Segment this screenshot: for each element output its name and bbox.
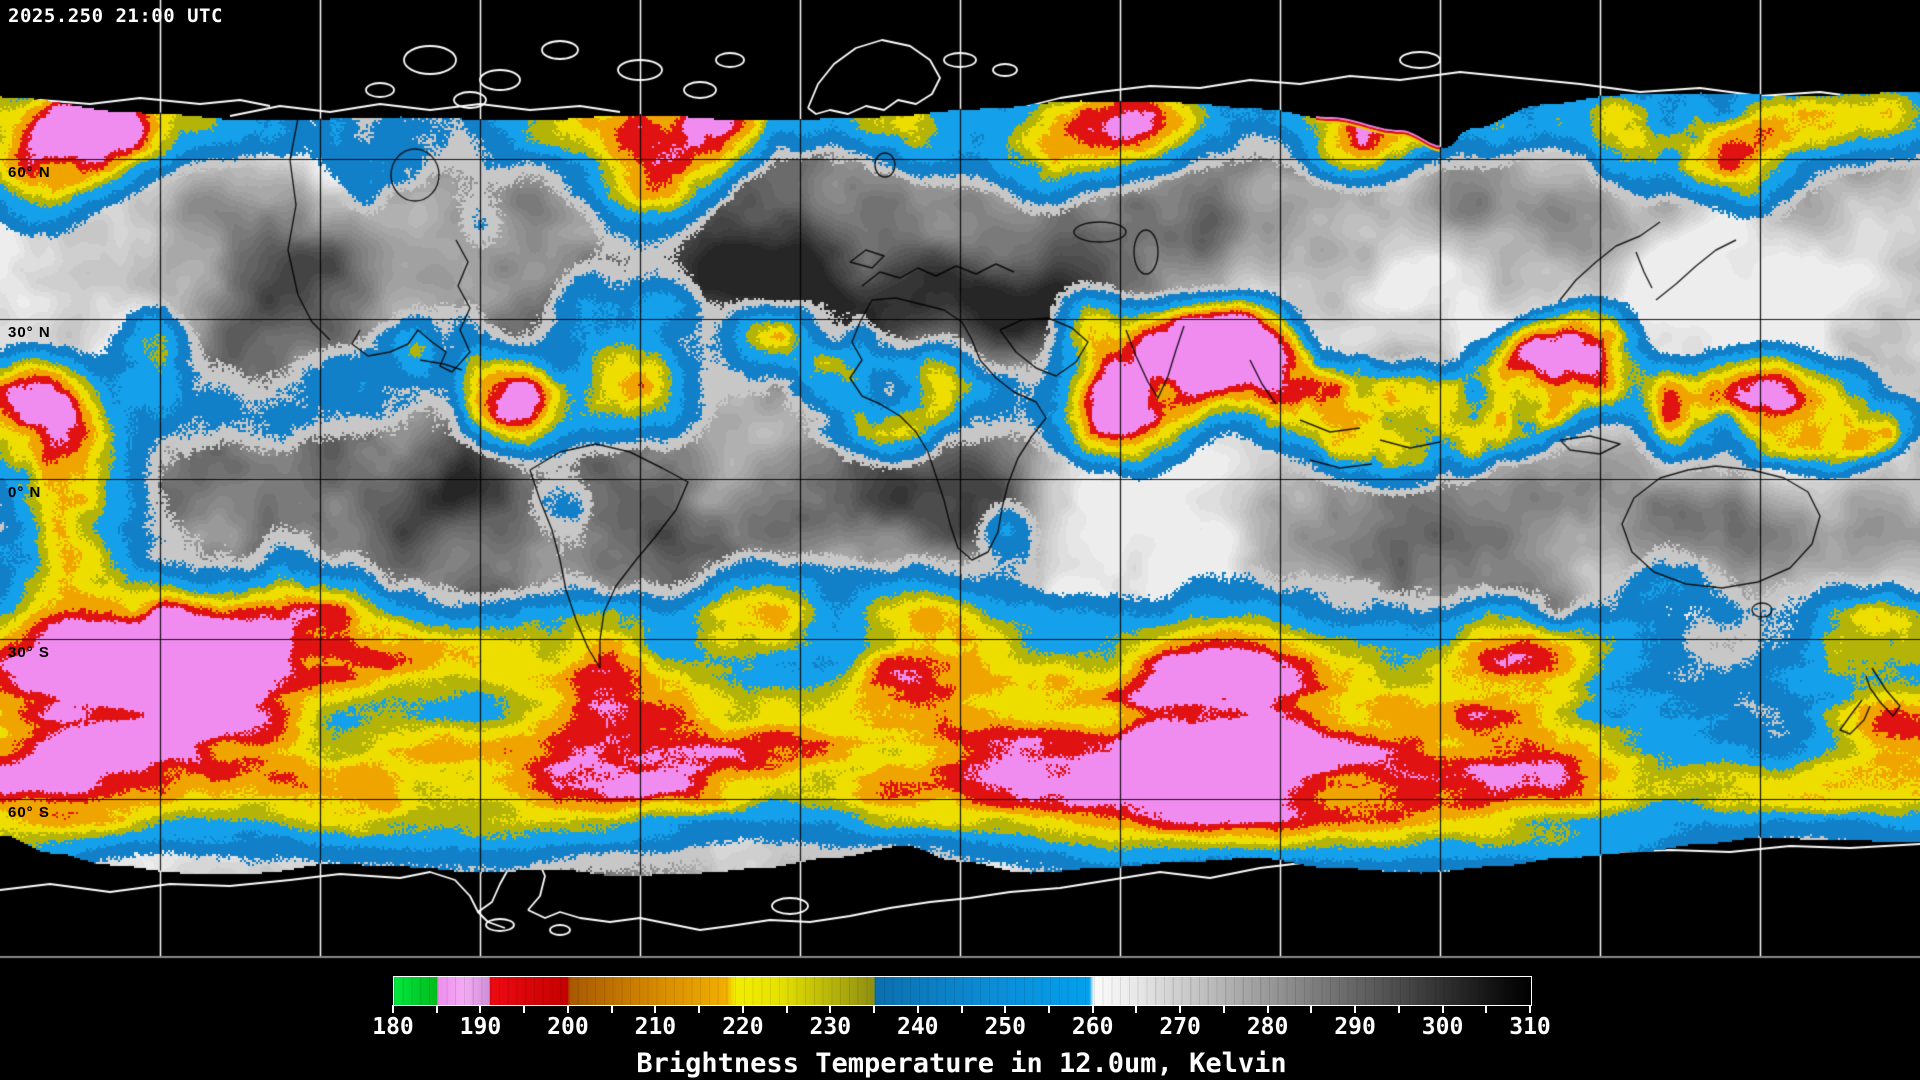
colorbar-label-260: 260 — [1071, 1014, 1114, 1040]
colorbar-tick-270 — [1179, 1005, 1182, 1013]
colorbar-tick-250 — [1004, 1005, 1007, 1013]
colorbar-tick-195 — [523, 1005, 526, 1013]
colorbar-tick-295 — [1397, 1005, 1400, 1013]
colorbar-tick-240 — [916, 1005, 919, 1013]
timestamp-label: 2025.250 21:00 UTC — [8, 5, 223, 27]
colorbar-label-180: 180 — [372, 1014, 414, 1040]
colorbar-label-250: 250 — [984, 1014, 1026, 1040]
colorbar-tick-235 — [873, 1005, 876, 1013]
colorbar-tick-290 — [1354, 1005, 1357, 1013]
global-satellite-composite: 2025.250 21:00 UTC 60° N 30° N 0° N 30° S 60… — [0, 0, 1920, 962]
colorbar-label-270: 270 — [1159, 1014, 1201, 1040]
colorbar-label-300: 300 — [1421, 1014, 1464, 1040]
colorbar-tick-305 — [1485, 1005, 1488, 1013]
colorbar-tick-260 — [1091, 1005, 1094, 1013]
colorbar-tick-220 — [741, 1005, 744, 1013]
colorbar-step-banding — [394, 977, 1531, 1005]
satellite-map-canvas — [0, 0, 1920, 962]
colorbar-label-240: 240 — [896, 1014, 939, 1040]
colorbar-label-310: 310 — [1509, 1014, 1551, 1040]
colorbar-tick-265 — [1135, 1005, 1138, 1013]
colorbar-tick-245 — [960, 1005, 963, 1013]
colorbar-tick-185 — [435, 1005, 438, 1013]
colorbar-tick-285 — [1310, 1005, 1313, 1013]
colorbar-tick-280 — [1266, 1005, 1269, 1013]
colorbar-tick-205 — [610, 1005, 613, 1013]
colorbar-label-220: 220 — [722, 1014, 764, 1040]
colorbar-tick-275 — [1222, 1005, 1225, 1013]
lat-label-1: 30° N — [8, 324, 51, 341]
colorbar-tick-180 — [392, 1005, 394, 1013]
colorbar-label-210: 210 — [634, 1014, 677, 1040]
colorbar-label-200: 200 — [547, 1014, 589, 1040]
colorbar-tick-190 — [479, 1005, 482, 1013]
colorbar-tick-300 — [1441, 1005, 1444, 1013]
lat-label-0: 60° N — [8, 164, 51, 181]
colorbar-label-290: 290 — [1334, 1014, 1376, 1040]
lat-label-3: 30° S — [8, 644, 50, 661]
colorbar-tick-210 — [654, 1005, 657, 1013]
colorbar-tick-310 — [1529, 1005, 1531, 1013]
colorbar-tick-255 — [1047, 1005, 1050, 1013]
lat-label-4: 60° S — [8, 804, 50, 821]
colorbar-tick-230 — [829, 1005, 832, 1013]
colorbar-tick-200 — [566, 1005, 569, 1013]
colorbar-gradient — [393, 976, 1532, 1006]
colorbar-label-190: 190 — [459, 1014, 502, 1040]
colorbar-tick-215 — [698, 1005, 701, 1013]
colorbar-label-280: 280 — [1246, 1014, 1289, 1040]
colorbar-label-230: 230 — [809, 1014, 852, 1040]
colorbar-tick-225 — [785, 1005, 788, 1013]
colorbar-title: Brightness Temperature in 12.0um, Kelvin — [636, 1048, 1287, 1079]
lat-label-2: 0° N — [8, 484, 42, 501]
